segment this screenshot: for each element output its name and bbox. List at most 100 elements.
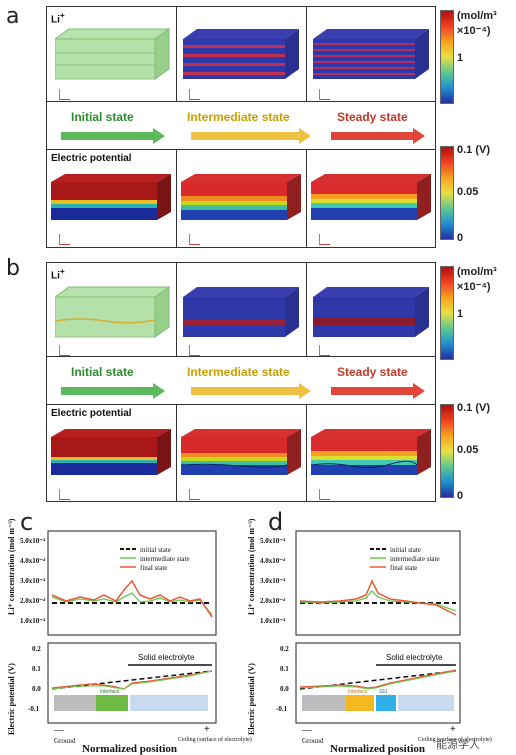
li-slab-steady xyxy=(313,287,429,337)
panel-letter-b: b xyxy=(6,256,20,281)
ceiling-label: Ceiling (surface of electrolyte) xyxy=(418,736,492,743)
ytick: 4.0x10⁻⁴ xyxy=(20,557,46,565)
ytick: 5.0x10⁻⁴ xyxy=(260,537,286,545)
state-intermediate: Intermediate state xyxy=(187,365,290,379)
ylabel-top: Li⁺ concentration (mol m⁻³) xyxy=(247,518,256,615)
conc-unit-a: (mol/m³ xyxy=(457,10,497,22)
pot-colorbar-a xyxy=(440,146,454,240)
b-pot-intermediate xyxy=(177,405,307,501)
b-pot-initial: Electric potential xyxy=(47,405,177,501)
b-pot-steady xyxy=(307,405,435,501)
li-slab-steady xyxy=(313,29,429,79)
bottom-axes-frame xyxy=(47,642,217,724)
ytick: -0.1 xyxy=(276,705,288,713)
plus-sign: + xyxy=(450,724,456,735)
xlabel: Normalized position xyxy=(82,743,177,755)
minus-sign: — xyxy=(53,725,65,736)
electrolyte-region xyxy=(130,695,208,711)
li-label: Li+ xyxy=(51,266,65,282)
interface-label: Interface xyxy=(100,689,120,695)
panel-letter-a: a xyxy=(6,4,20,29)
pot-slab-initial xyxy=(51,174,171,220)
li-slab-initial xyxy=(55,28,170,80)
minus-sign: — xyxy=(301,725,313,736)
state-intermediate: Intermediate state xyxy=(187,110,290,124)
electrolyte-region xyxy=(398,695,454,711)
sei-region xyxy=(376,695,396,711)
axis-triad xyxy=(59,89,70,100)
axis-triad xyxy=(319,345,330,356)
interface-label: Interface xyxy=(348,689,368,695)
ytick: -0.1 xyxy=(28,705,40,713)
ytick: 0.0 xyxy=(32,685,41,693)
axis-triad xyxy=(59,234,70,245)
ylabel-top: Li⁺ concentration (mol m⁻³) xyxy=(7,518,16,615)
ytick: 2.0x10⁻⁴ xyxy=(20,597,46,605)
ground-label: Ground xyxy=(302,737,324,745)
a-li-intermediate xyxy=(177,7,307,102)
ytick: 0.2 xyxy=(32,645,41,653)
xlabel: Normalized position xyxy=(330,743,425,755)
axis-triad xyxy=(59,489,70,500)
pot-min-b: 0 xyxy=(457,490,464,502)
conc-colorbar-b xyxy=(440,266,454,360)
series-intermediate xyxy=(51,592,213,616)
conc-mid-b: 1 xyxy=(457,308,464,320)
ytick: 0.1 xyxy=(32,665,41,673)
pot-colorbar-b xyxy=(440,404,454,498)
series-intermediate xyxy=(299,590,457,612)
conc-unit-b: (mol/m³ xyxy=(457,266,497,278)
pot-max-a: 0.1 (V) xyxy=(457,144,491,156)
legend-initial: initial state xyxy=(140,546,171,554)
a-pot-steady xyxy=(307,150,435,247)
conc-scale-b: ×10⁻⁴) xyxy=(457,281,491,293)
state-arrows xyxy=(61,383,425,399)
a-pot-intermediate xyxy=(177,150,307,247)
panel-a-grid: Li+ xyxy=(46,6,436,248)
a-pot-initial: Electric potential xyxy=(47,150,177,247)
pot-mid-b: 0.05 xyxy=(457,444,479,456)
axis-triad xyxy=(319,489,330,500)
ytick: 3.0x10⁻⁴ xyxy=(20,577,46,585)
a-state-arrows: Initial state Intermediate state Steady … xyxy=(47,102,435,150)
legend-final: final state xyxy=(140,564,167,572)
ytick: 5.0x10⁻⁴ xyxy=(20,537,46,545)
ground-label: Ground xyxy=(54,737,76,745)
sei-label: SEI xyxy=(379,689,387,695)
li-slab-intermediate xyxy=(183,29,299,79)
ceiling-label: Ceiling (surface of electrolyte) xyxy=(178,736,252,743)
pot-min-a: 0 xyxy=(457,232,464,244)
li-slab-intermediate xyxy=(183,287,299,337)
ground-region xyxy=(302,695,346,711)
pot-slab-steady xyxy=(311,429,431,475)
top-axes-frame xyxy=(47,530,217,636)
b-li-initial: Li+ xyxy=(47,263,177,357)
ytick: 1.0x10⁻⁴ xyxy=(20,617,46,625)
li-label: Li+ xyxy=(51,10,65,26)
axis-triad xyxy=(189,345,200,356)
interface-region xyxy=(346,695,374,711)
ytick: 0.0 xyxy=(280,685,289,693)
legend-intermediate: intermediate state xyxy=(390,555,440,563)
axis-triad xyxy=(319,234,330,245)
conc-colorbar-a xyxy=(440,10,454,104)
panel-letter-d: d xyxy=(268,508,284,536)
legend-intermediate: intermediate state xyxy=(140,555,190,563)
pot-slab-intermediate xyxy=(181,429,301,475)
state-initial: Initial state xyxy=(71,365,134,379)
legend-initial: initial state xyxy=(390,546,421,554)
axis-triad xyxy=(59,345,70,356)
state-arrows xyxy=(61,128,425,144)
interface-region xyxy=(96,695,128,711)
state-steady: Steady state xyxy=(337,365,408,379)
ylabel-bottom: Electric potential (V) xyxy=(247,663,256,735)
a-li-steady xyxy=(307,7,435,102)
state-initial: Initial state xyxy=(71,110,134,124)
pot-slab-steady xyxy=(311,174,431,220)
ytick: 4.0x10⁻⁴ xyxy=(260,557,286,565)
ytick: 1.0x10⁻⁴ xyxy=(260,617,286,625)
ytick: 0.1 xyxy=(280,665,289,673)
series-final xyxy=(299,579,457,616)
potential-label: Electric potential xyxy=(51,408,132,419)
axis-triad xyxy=(189,89,200,100)
